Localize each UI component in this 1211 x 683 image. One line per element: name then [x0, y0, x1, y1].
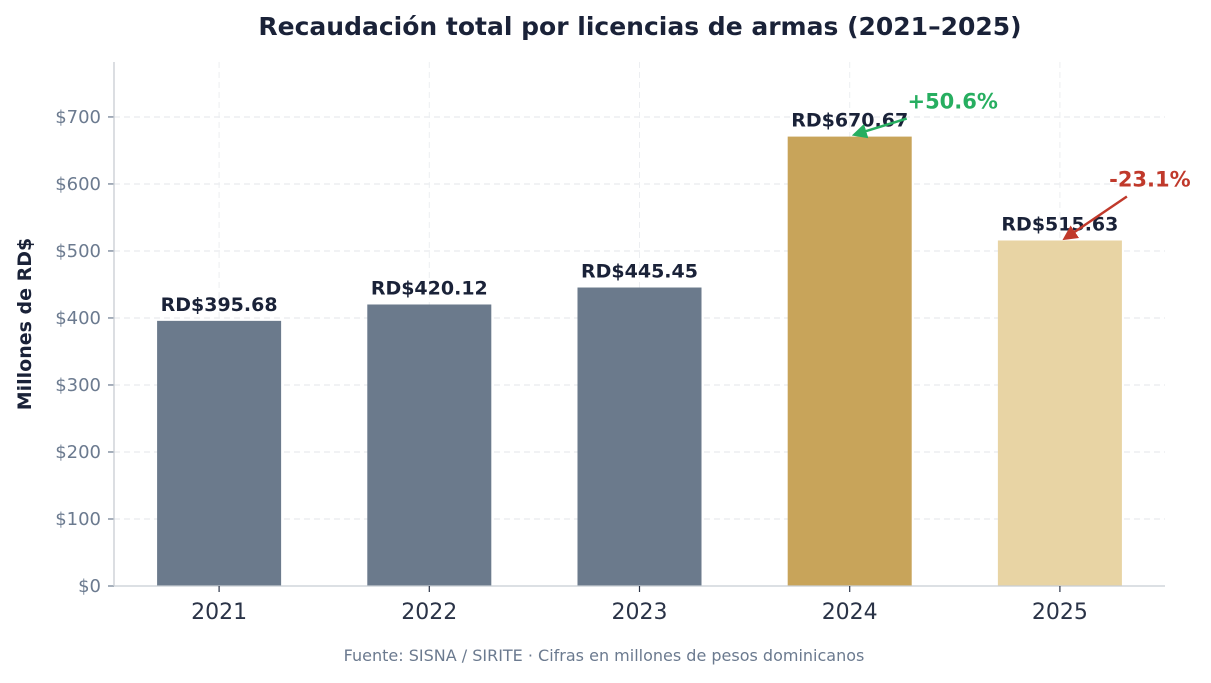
x-tick-label: 2022 — [401, 600, 457, 625]
y-tick-label: $200 — [55, 442, 101, 463]
y-tick-label: $300 — [55, 375, 101, 396]
annotation-2024: +50.6% — [907, 90, 997, 114]
chart-title: Recaudación total por licencias de armas… — [258, 12, 1021, 41]
bar-2025 — [997, 240, 1122, 586]
bar-2023 — [577, 287, 702, 586]
x-tick-label: 2024 — [822, 600, 878, 625]
bar-2022 — [367, 304, 492, 586]
value-label-2021: RD$395.68 — [161, 294, 278, 316]
value-label-2022: RD$420.12 — [371, 277, 488, 299]
value-label-2023: RD$445.45 — [581, 261, 698, 283]
axes: $0 $100 $200 $300 $400 $500 $600 $700 2021 2022 20… — [55, 62, 1165, 625]
annotations: +50.6% -23.1% — [851, 90, 1191, 241]
y-tick-label: $100 — [55, 509, 101, 530]
y-tick-label: $400 — [55, 308, 101, 329]
x-tick-label: 2021 — [191, 600, 247, 625]
y-tick-label: $500 — [55, 241, 101, 262]
y-tick-label: $0 — [78, 576, 101, 597]
x-tick-label: 2025 — [1032, 600, 1088, 625]
y-tick-label: $700 — [55, 107, 101, 128]
bar-2021 — [157, 320, 282, 586]
annotation-arrow — [851, 117, 908, 139]
annotation-2025: -23.1% — [1109, 167, 1191, 191]
x-tick-label: 2023 — [612, 600, 668, 625]
value-label-2024: RD$670.67 — [791, 110, 908, 132]
footnote: Fuente: SISNA / SIRITE · Cifras en millo… — [344, 646, 865, 665]
bar-2024 — [787, 136, 912, 586]
value-label-2025: RD$515.63 — [1001, 213, 1118, 235]
annotation-arrow — [1062, 195, 1128, 241]
y-tick-label: $600 — [55, 174, 101, 195]
y-axis-label: Millones de RD$ — [14, 238, 36, 411]
bars — [157, 136, 1122, 586]
value-labels: RD$395.68 RD$420.12 RD$445.45 RD$670.67 RD$5… — [161, 110, 1119, 316]
